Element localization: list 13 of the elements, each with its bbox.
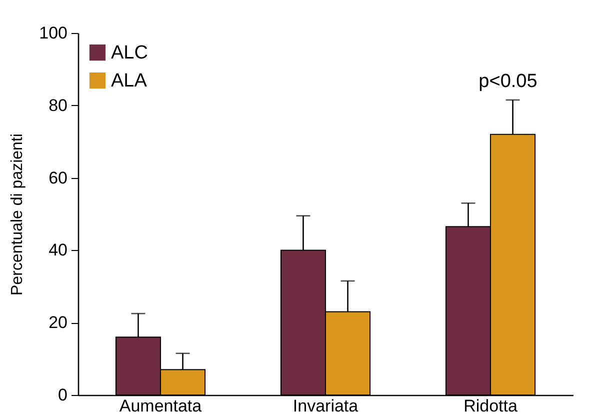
x-tick-label: Invariata <box>292 396 359 416</box>
annotation: p<0.05 <box>478 71 538 92</box>
y-tick-label: 100 <box>39 24 68 42</box>
legend-label: ALC <box>111 42 148 64</box>
y-axis-title: Percentuale di pazienti <box>9 134 26 296</box>
y-tick-label: 60 <box>48 168 68 188</box>
x-tick-label: Aumentata <box>119 396 202 416</box>
y-tick-label: 0 <box>58 386 68 404</box>
y-tick-label: 20 <box>48 313 68 332</box>
x-tick-label: Ridotta <box>464 396 518 416</box>
y-tick-label: 80 <box>48 96 68 115</box>
y-tick-label: 40 <box>48 240 68 260</box>
legend-label: ALA <box>111 70 148 92</box>
